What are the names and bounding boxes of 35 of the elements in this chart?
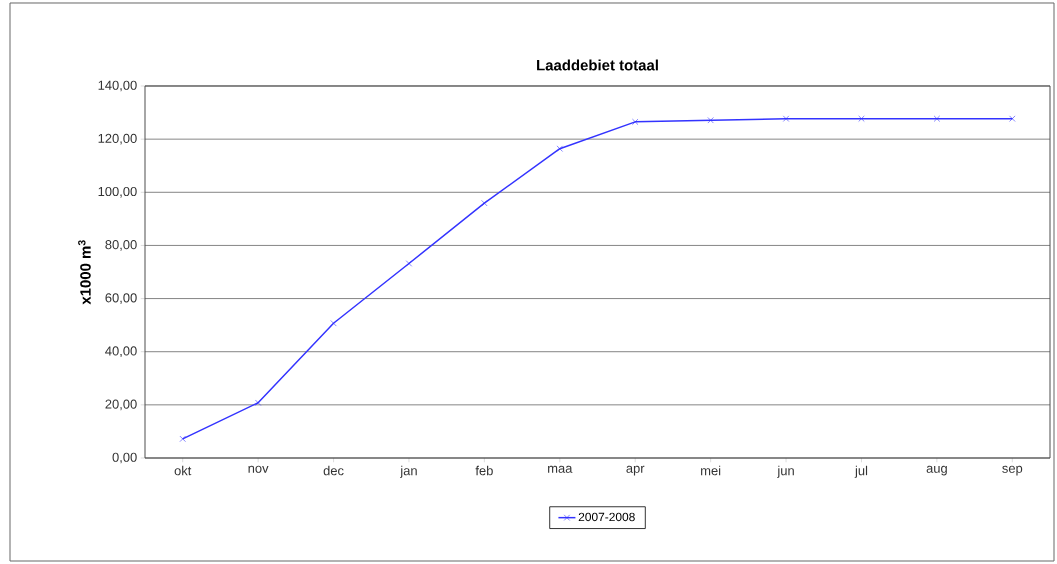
chart-title: Laaddebiet totaal [537,59,658,71]
point [632,118,639,125]
x-tick-label: apr [626,465,645,476]
y-axis-title: x1000 m$^{3}$ [78,240,91,305]
x-tick-label: aug [926,465,947,476]
x-tick-label: jan [400,465,417,478]
point [933,115,940,122]
point [330,320,337,327]
x-tick-label: sep [1002,465,1023,476]
point [858,115,865,122]
x-tick-label: maa [548,465,573,473]
point [782,115,790,122]
point [1009,115,1016,122]
y-tick-label: 80,00 [105,240,137,251]
y-tick-label: 120,00 [98,133,137,145]
y-tick-label: 100,00 [98,186,137,198]
x-tick-label: nov [248,465,269,473]
x-tick-label: okt [174,465,192,476]
x-tick-label: jul [854,465,868,478]
y-tick-label: 40,00 [105,346,137,358]
y-tick-label: 0,00 [112,452,137,464]
legend-label: 2007-2008 [578,512,635,522]
x-tick-label: jun [777,465,794,478]
y-tick-label: 20,00 [105,399,137,411]
point [707,117,714,124]
x-tick-label: feb [475,465,493,476]
y-tick-label: 60,00 [105,293,137,304]
x-tick-label: mei [701,465,721,476]
point [179,435,186,442]
point [405,260,413,267]
y-tick-label: 140,00 [98,80,137,92]
point [481,200,488,207]
x-tick-label: dec [323,465,344,476]
point [556,145,563,152]
point [255,399,262,406]
